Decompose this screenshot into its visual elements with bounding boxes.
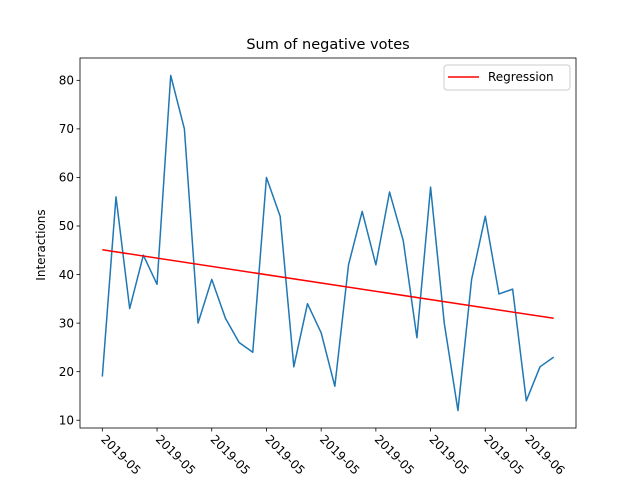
regression-line — [102, 249, 554, 320]
legend-regression-label: Regression — [488, 70, 554, 84]
y-axis-label: Interactions — [34, 209, 48, 280]
x-tick-label: 2019-05 — [208, 432, 253, 477]
series-line — [101, 74, 555, 412]
legend: Regression — [443, 64, 571, 91]
y-tick-label: 70 — [59, 122, 74, 136]
y-tick-label: 40 — [59, 268, 74, 282]
plot-frame — [79, 57, 577, 429]
x-tick-label: 2019-05 — [426, 432, 471, 477]
y-tick-label: 10 — [59, 413, 74, 427]
y-tick-label: 50 — [59, 219, 74, 233]
x-tick-label: 2019-06 — [522, 432, 567, 477]
x-tick-label: 2019-05 — [481, 432, 526, 477]
y-tick-label: 30 — [59, 316, 74, 330]
x-tick-label: 2019-05 — [153, 432, 198, 477]
legend-box — [443, 64, 571, 91]
x-axis: 2019-05 2019-05 2019-05 2019-05 2019-05 2019-… — [98, 428, 568, 478]
x-tick-label: 2019-05 — [372, 432, 417, 477]
x-tick-label: 2019-05 — [317, 432, 362, 477]
x-tick-label: 2019-05 — [98, 432, 143, 477]
chart-title: Sum of negative votes — [246, 37, 409, 53]
y-tick-label: 80 — [59, 74, 74, 88]
plot-area — [101, 74, 555, 412]
x-tick-label: 2019-05 — [262, 432, 307, 477]
y-tick-label: 60 — [59, 171, 74, 185]
y-tick-label: 20 — [59, 365, 74, 379]
y-axis: 10 20 30 40 50 60 70 80 — [59, 74, 80, 427]
